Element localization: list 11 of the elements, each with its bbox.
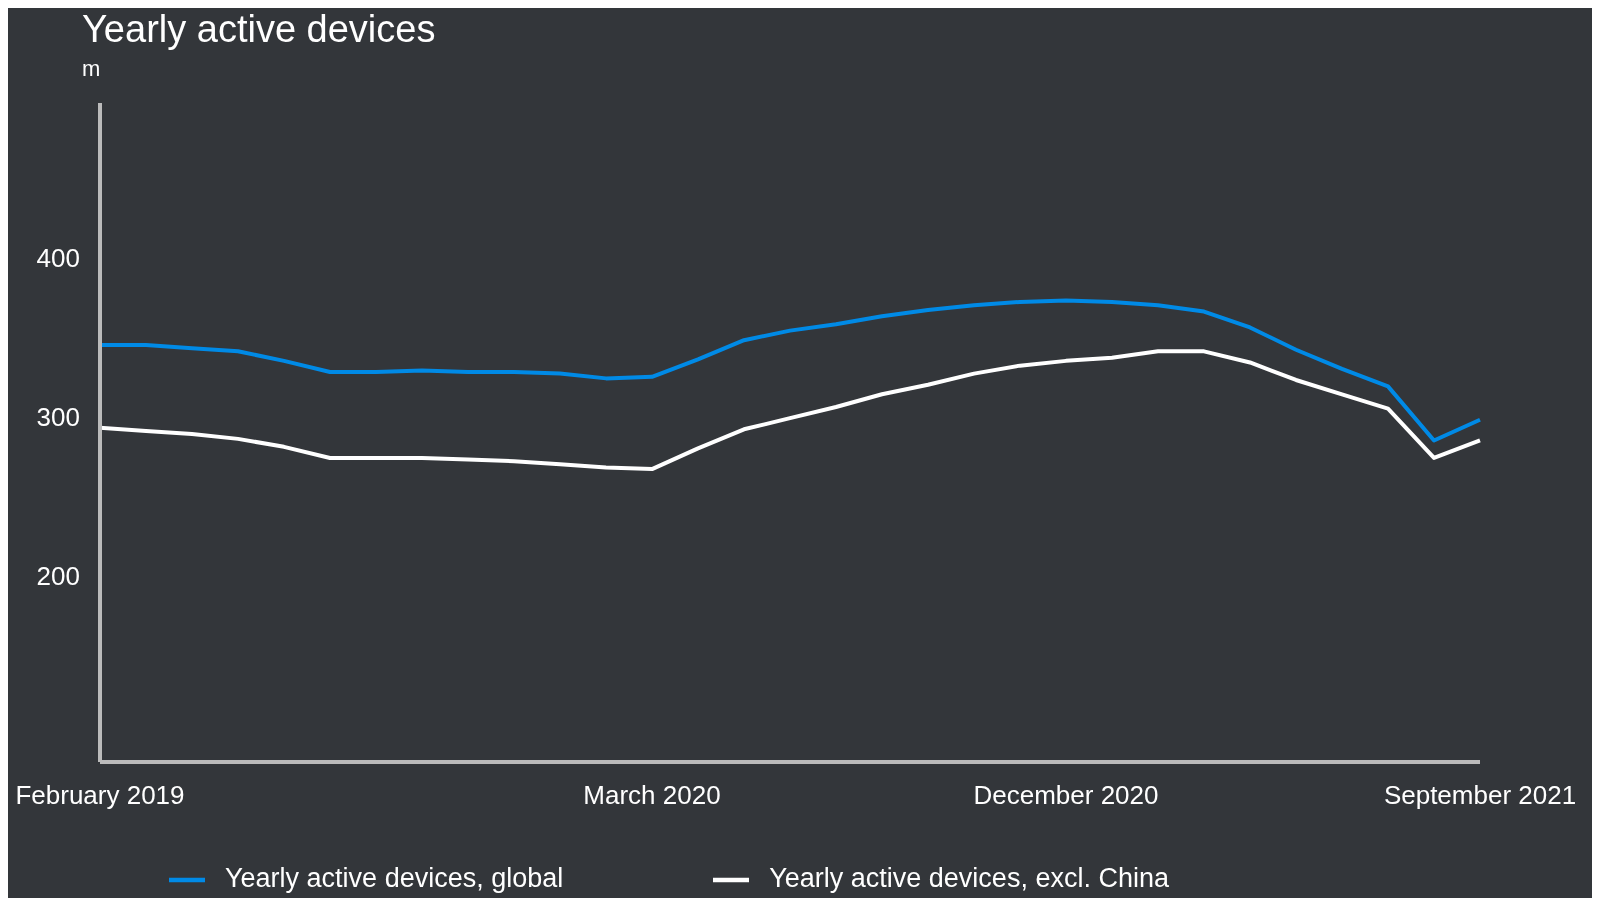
x-tick-label: December 2020 — [973, 780, 1159, 811]
x-tick-label: February 2019 — [15, 780, 185, 811]
y-tick-label: 200 — [36, 560, 80, 591]
legend-label: Yearly active devices, excl. China — [769, 863, 1169, 894]
x-tick-label: March 2020 — [583, 780, 721, 811]
y-tick-label: 300 — [36, 401, 80, 432]
x-tick-label: September 2021 — [1383, 780, 1577, 811]
legend-label: Yearly active devices, global — [225, 863, 564, 894]
chart-title: Yearly active devices — [82, 8, 436, 51]
y-axis-title: m — [82, 56, 101, 82]
y-tick-label: 400 — [36, 242, 80, 273]
